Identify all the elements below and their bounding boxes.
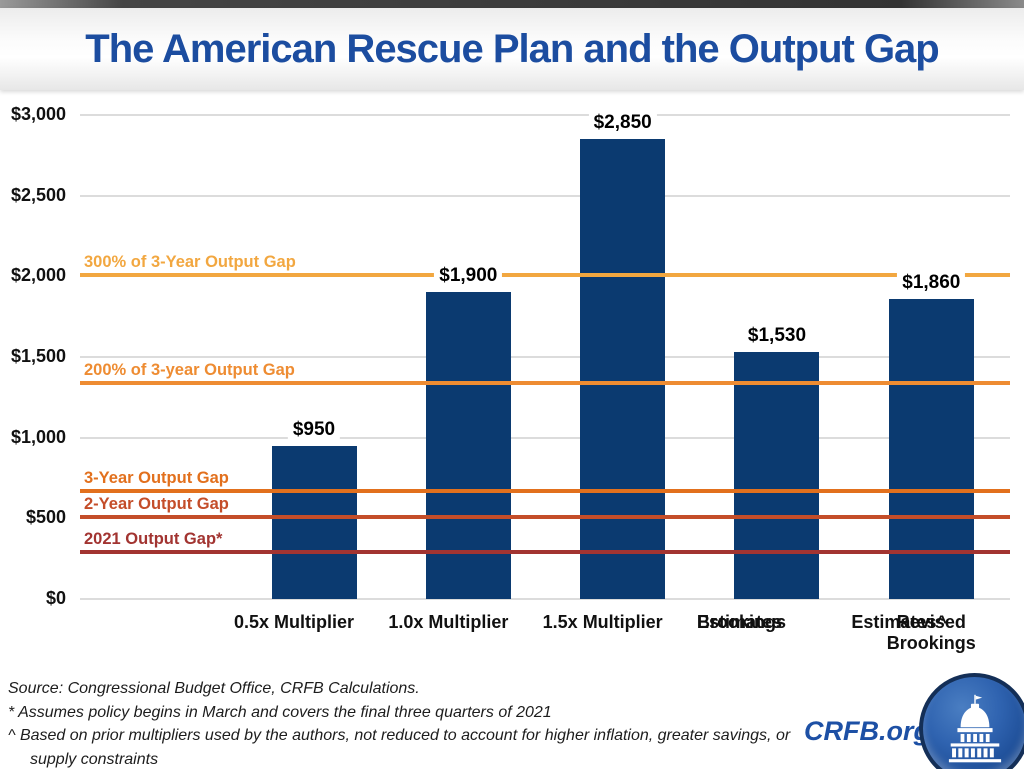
category-label-line: 1.5x Multiplier	[542, 612, 663, 632]
category-label-line: Revised Brookings	[886, 612, 976, 653]
reference-line	[80, 514, 1010, 519]
reference-line	[80, 550, 1010, 555]
capitol-dome-icon	[919, 673, 1024, 769]
y-axis-tick-label: $500	[25, 507, 66, 528]
bar-value-label: $1,900	[434, 263, 503, 290]
reference-line	[80, 272, 1010, 277]
category-label-line: 1.0x Multiplier	[388, 612, 509, 632]
crfb-org-label: CRFB.org	[804, 716, 930, 746]
bar-value-label: $1,530	[742, 323, 812, 350]
gridline	[80, 114, 1010, 116]
y-axis-tick-label: $0	[45, 588, 66, 608]
category-label-line: Brookings	[696, 612, 786, 632]
footer-notes: Source: Congressional Budget Office, CRF…	[8, 677, 792, 769]
reference-line-label: 3-Year Output Gap	[84, 468, 229, 487]
bar	[580, 139, 666, 599]
bar	[425, 292, 511, 599]
bar	[888, 298, 974, 599]
bar-value-label: $950	[287, 416, 341, 443]
caret-note: ^ Based on prior multipliers used by the…	[8, 727, 791, 769]
gridline	[80, 436, 1010, 439]
gridline	[80, 194, 1010, 197]
asterisk-note: * Assumes policy begins in March and cov…	[8, 703, 552, 721]
y-axis-tick-label: $3,000	[10, 104, 66, 124]
category-label-line: Estimates	[696, 612, 783, 632]
reference-line	[80, 380, 1010, 385]
reference-line	[80, 488, 1010, 493]
reference-line-label: 200% of 3-year Output Gap	[84, 360, 295, 379]
gridline	[80, 598, 1010, 600]
y-axis-tick-label: $1,500	[10, 346, 66, 366]
category-label-line: Estimates^	[851, 612, 947, 632]
bar-value-label: $2,850	[588, 110, 657, 137]
reference-line-label: 2-Year Output Gap	[84, 494, 229, 513]
bar	[271, 445, 357, 599]
reference-line-label: 300% of 3-Year Output Gap	[84, 252, 296, 271]
top-border-strip	[0, 0, 1024, 8]
gridline	[80, 356, 1010, 358]
y-axis-tick-label: $2,500	[10, 184, 66, 205]
bar	[734, 352, 820, 599]
bar-value-label: $1,860	[897, 269, 966, 296]
page-title: The American Rescue Plan and the Output …	[85, 26, 939, 71]
reference-line-label: 2021 Output Gap*	[84, 530, 223, 549]
source-note: Source: Congressional Budget Office, CRF…	[8, 680, 420, 697]
y-axis-tick-label: $1,000	[10, 426, 66, 447]
y-axis-tick-label: $2,000	[10, 265, 66, 286]
header: The American Rescue Plan and the Output …	[0, 8, 1024, 90]
category-label-line: 0.5x Multiplier	[234, 612, 355, 632]
